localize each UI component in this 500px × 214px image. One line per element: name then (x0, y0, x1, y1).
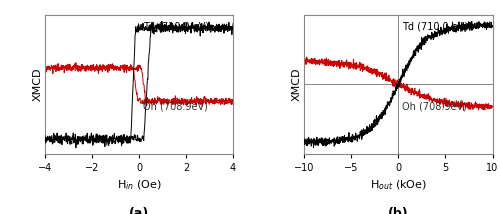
X-axis label: H$_{in}$ (Oe): H$_{in}$ (Oe) (116, 179, 162, 192)
Text: (a): (a) (129, 207, 149, 214)
Text: Td (710.0 eV): Td (710.0 eV) (402, 22, 468, 32)
Y-axis label: XMCD: XMCD (32, 68, 42, 101)
Y-axis label: XMCD: XMCD (292, 68, 302, 101)
X-axis label: H$_{out}$ (kOe): H$_{out}$ (kOe) (370, 179, 427, 192)
Text: Oh (708.9eV): Oh (708.9eV) (143, 101, 208, 111)
Text: Oh (708.9eV): Oh (708.9eV) (402, 101, 467, 111)
Text: Td (710.0 eV): Td (710.0 eV) (143, 22, 209, 32)
Text: (b): (b) (388, 207, 409, 214)
